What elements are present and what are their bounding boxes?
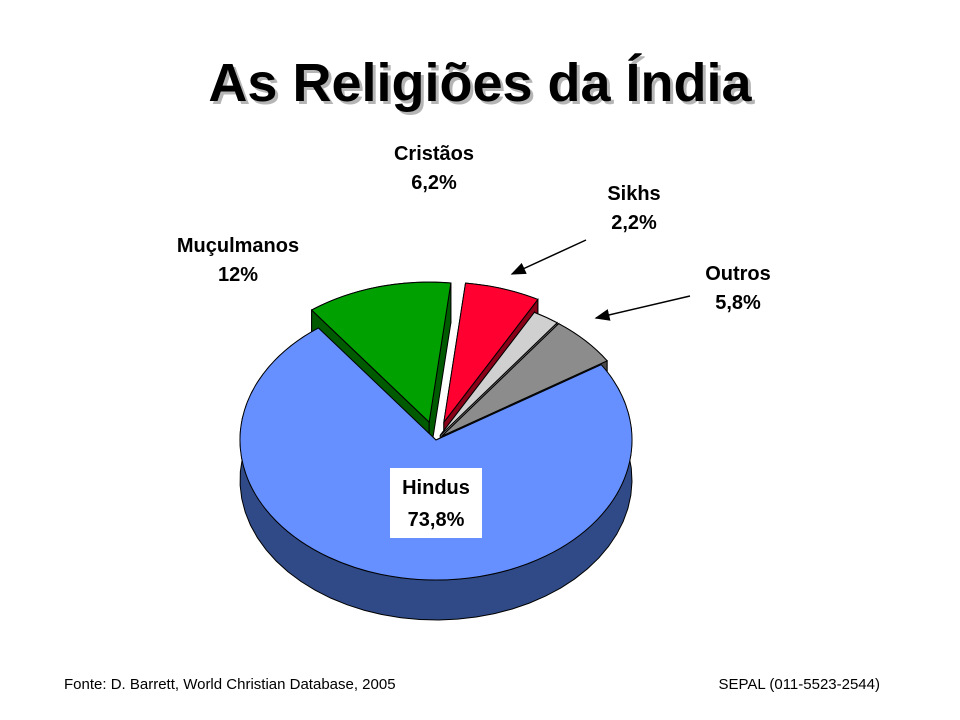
slice-label-muculmanos: Muçulmanos 12% xyxy=(177,235,299,286)
slice-label-sikhs: Sikhs 2,2% xyxy=(607,183,660,234)
slice-hindus xyxy=(239,327,633,581)
slice-label-outros: Outros 5,8% xyxy=(705,263,771,314)
slice-name-hindus: Hindus xyxy=(402,477,470,499)
hindus-label-box xyxy=(390,468,482,538)
slice-name-sikhs: Sikhs xyxy=(607,183,660,205)
slice-name-cristaos: Cristãos xyxy=(394,143,474,165)
slice-muçulmanos xyxy=(310,281,452,424)
slice-value-hindus: 73,8% xyxy=(408,509,465,531)
footer-source: Fonte: D. Barrett, World Christian Datab… xyxy=(64,676,396,693)
slice-name-muculmanos: Muçulmanos xyxy=(177,235,299,257)
slice-outros xyxy=(441,323,608,437)
slice-value-cristaos: 6,2% xyxy=(411,172,457,194)
leader-line-outros xyxy=(594,295,691,321)
leader-line-sikhs xyxy=(510,239,587,275)
slice-sikhs xyxy=(439,311,559,436)
slice-label-hindus: Hindus 73,8% xyxy=(402,477,470,531)
page-title: As Religiões da Índia xyxy=(208,53,752,113)
slice-cristãos xyxy=(443,282,539,423)
slice-name-outros: Outros xyxy=(705,263,771,285)
slice-value-muculmanos: 12% xyxy=(218,264,258,286)
pie-tops xyxy=(239,281,633,581)
slice-value-outros: 5,8% xyxy=(715,292,761,314)
slice-label-cristaos: Cristãos 6,2% xyxy=(394,143,474,194)
footer-contact: SEPAL (011-5523-2544) xyxy=(718,676,881,693)
slice-value-sikhs: 2,2% xyxy=(611,212,657,234)
